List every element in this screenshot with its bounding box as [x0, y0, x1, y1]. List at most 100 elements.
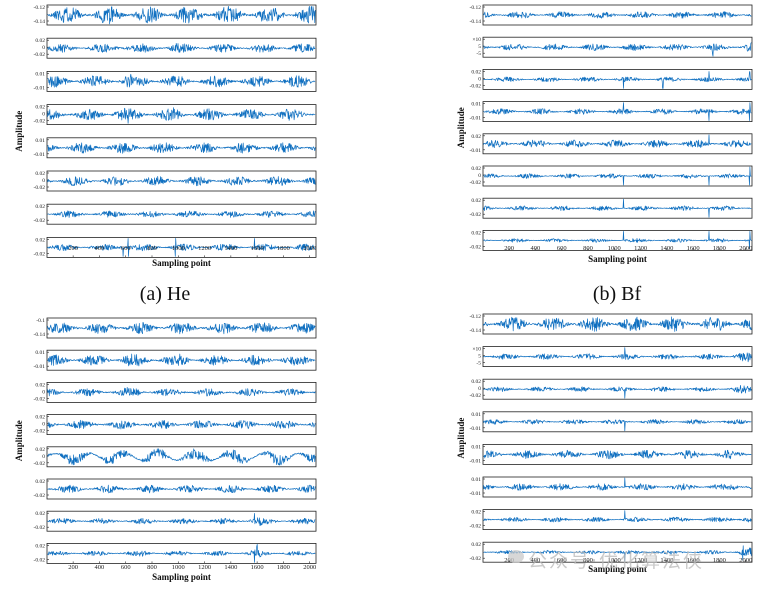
subplot-3-5: 0.01 -0.01	[470, 476, 753, 498]
x-axis-label: Sampling point	[152, 572, 211, 582]
subplot-frame	[46, 37, 317, 59]
signal-trace	[47, 386, 316, 397]
y-tick-label: 0	[42, 178, 45, 184]
subplot-2-4: 0.020-0.02	[34, 446, 317, 468]
y-axis-label: Amplitude	[14, 111, 24, 152]
subplot-3-0: -0.12 -0.14	[470, 313, 753, 335]
subplot-frame	[482, 346, 753, 368]
subplot-1-0: -0.12 -0.14	[470, 4, 753, 26]
y-tick-label: 0.02	[471, 134, 481, 140]
x-tick-label: 400	[95, 564, 105, 571]
y-tick-label: -0.01	[34, 364, 46, 370]
y-tick-label: 0.01	[471, 412, 481, 418]
x-tick-label: 400	[95, 245, 105, 252]
subplot-frame	[482, 411, 753, 433]
x-tick-label: 1400	[224, 245, 237, 252]
signal-trace	[483, 102, 752, 121]
signal-trace	[47, 5, 316, 25]
subplot-2-6: 0.02 -0.02	[34, 510, 317, 532]
x-tick-label: 800	[147, 564, 157, 571]
y-tick-label: 0.02	[35, 511, 45, 517]
subplot-0-2: 0.01 -0.01	[34, 71, 317, 92]
subplot-frame	[46, 137, 317, 159]
y-axis-label: Amplitude	[14, 420, 24, 461]
y-tick-label: 0.02	[35, 171, 45, 177]
signal-trace	[47, 238, 316, 257]
y-tick-label: -0.12	[34, 5, 46, 11]
signal-trace	[483, 134, 752, 149]
signal-trace	[483, 166, 752, 186]
signal-trace	[47, 43, 316, 53]
y-tick-label: 0.02	[471, 69, 481, 75]
y-tick-label: -0.01	[470, 491, 482, 497]
subplot-frame	[46, 4, 317, 26]
subplot-frame	[46, 381, 317, 403]
y-tick-label: 0.01	[471, 102, 481, 108]
x-tick-label: 1400	[224, 564, 237, 571]
subplot-frame	[46, 71, 317, 92]
y-tick-label: -0.14	[34, 332, 46, 338]
chart-panel-3: -0.12-0.14×105-50.020-0.020.01-0.010.01-…	[456, 313, 753, 574]
subplot-2-2: 0.020-0.02	[34, 381, 317, 403]
y-tick-label: -0.01	[470, 458, 482, 464]
subplot-2-7: 0.02 -0.02	[34, 543, 317, 564]
x-tick-label: 400	[531, 245, 541, 252]
signal-trace	[47, 513, 316, 526]
subplot-frame	[482, 36, 753, 58]
y-tick-label: -0.01	[470, 116, 482, 122]
subplot-3-1: ×105-5	[472, 346, 753, 368]
signal-trace	[483, 11, 752, 19]
y-tick-label: 0.02	[35, 479, 45, 485]
signal-trace	[483, 477, 752, 491]
x-tick-label: 1000	[608, 245, 621, 252]
subplot-3-7: 0.02 -0.02	[470, 541, 753, 563]
signal-trace	[47, 176, 316, 187]
signal-trace	[47, 107, 316, 124]
y-tick-label: -0.02	[34, 185, 46, 191]
y-tick-label: 0	[42, 454, 45, 460]
signal-trace	[483, 42, 752, 57]
subplot-frame	[482, 229, 753, 251]
y-tick-label: 0.01	[471, 444, 481, 450]
panel-caption: (a) He	[140, 283, 191, 305]
y-tick-label: 0	[42, 112, 45, 118]
y-tick-label: 0	[478, 173, 481, 179]
y-tick-label: -0.02	[34, 218, 46, 224]
signal-trace	[47, 210, 316, 218]
x-tick-label: 1600	[687, 245, 700, 252]
y-tick-label: -0.02	[470, 556, 482, 562]
y-tick-label: -0.02	[34, 52, 46, 58]
y-tick-label: -0.14	[470, 328, 482, 334]
signal-trace	[47, 73, 316, 88]
subplot-2-0: -0.1 -0.14	[34, 317, 317, 339]
x-tick-label: 2000	[303, 245, 316, 252]
x-tick-label: 2000	[739, 557, 752, 564]
y-axis-label: Amplitude	[456, 107, 466, 148]
y-tick-label: -0.14	[470, 19, 482, 25]
subplot-frame	[482, 476, 753, 498]
signal-trace	[47, 353, 316, 367]
watermark-logo-icon	[508, 550, 524, 563]
x-tick-label: 800	[147, 245, 157, 252]
y-tick-label: -0.02	[470, 212, 482, 218]
x-tick-label: 200	[504, 245, 514, 252]
subplot-frame	[482, 165, 753, 187]
signal-trace	[47, 142, 316, 154]
subplot-2-3: 0.020-0.02	[34, 414, 317, 436]
y-tick-label: -0.02	[470, 83, 482, 89]
y-tick-label: 0.02	[35, 382, 45, 388]
x-tick-label: 1600	[251, 564, 264, 571]
signal-trace	[47, 484, 316, 494]
y-tick-label: 0.01	[35, 138, 45, 144]
chart-panel-0: -0.12-0.140.020-0.020.01-0.010.020-0.020…	[14, 4, 317, 305]
y-tick-label: -0.02	[34, 525, 46, 531]
subplot-frame	[482, 541, 753, 563]
y-tick-label: -0.14	[34, 19, 46, 25]
subplot-frame	[46, 510, 317, 532]
subplot-frame	[46, 104, 317, 125]
subplot-1-7: 0.02 -0.02	[470, 229, 753, 251]
x-tick-label: 600	[557, 245, 567, 252]
y-tick-label: 0.02	[471, 510, 481, 516]
subplot-frame	[482, 4, 753, 26]
subplot-1-3: 0.01 -0.01	[470, 101, 753, 122]
